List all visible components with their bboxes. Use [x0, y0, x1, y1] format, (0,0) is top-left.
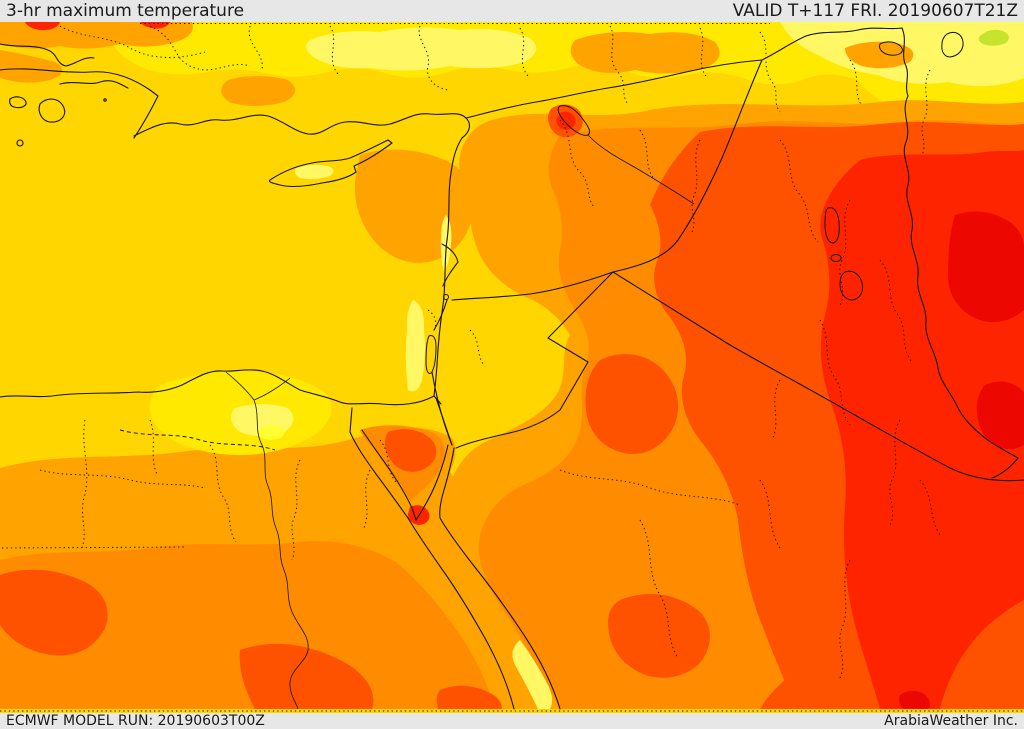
- border-syria-iraq: [612, 59, 763, 273]
- region-egypt-sw-hot: [0, 569, 108, 656]
- admin-saudi-3: [759, 479, 781, 549]
- region-central-turkey-orange: [570, 32, 720, 74]
- admin-egypt-6: [363, 469, 371, 529]
- coast-red-sea-west: [407, 517, 515, 710]
- map-title: 3-hr maximum temperature: [6, 1, 245, 21]
- border-kuwait: [991, 457, 1019, 479]
- region-deep-red-1: [948, 211, 1024, 323]
- border-jordan-river-arava: [431, 299, 453, 446]
- admin-saudi-2: [639, 519, 679, 659]
- region-ne-sinai-hot: [384, 429, 437, 472]
- admin-syria-3: [691, 139, 701, 233]
- region-marmara-orange: [221, 76, 296, 106]
- region-deep-red-3: [899, 690, 930, 709]
- region-red-sea-south-hot: [436, 685, 502, 709]
- temperature-fill-regions: [0, 22, 1024, 713]
- border-jordan-saudi-zigzag: [455, 271, 614, 449]
- region-deep-red-2: [976, 381, 1024, 450]
- region-greenish-spot: [978, 29, 1009, 46]
- coast-mediterranean-main: [0, 113, 471, 406]
- admin-turkey-11: [921, 69, 931, 156]
- admin-turkey-1: [149, 25, 251, 71]
- admin-turkey-4: [418, 25, 449, 91]
- border-jordan-syria: [451, 271, 614, 301]
- admin-turkey-5: [519, 27, 529, 77]
- brand-label: ArabiaWeather Inc.: [884, 713, 1018, 729]
- admin-turkey-3: [329, 25, 339, 75]
- lake-habbaniyah: [830, 254, 842, 262]
- coastlines: [0, 68, 561, 710]
- region-delta-bright-spot: [257, 425, 285, 440]
- border-iraq-saudi: [612, 271, 1024, 482]
- border-lebanon: [441, 243, 459, 287]
- header-bar: 3-hr maximum temperature VALID T+117 FRI…: [0, 0, 1024, 22]
- island-small-1: [9, 96, 27, 109]
- region-israel-coast-pale: [405, 300, 426, 392]
- country-borders: [0, 27, 1024, 482]
- island-cyprus: [268, 139, 393, 188]
- river-nile: [253, 399, 309, 710]
- valid-time-label: VALID T+117 FRI. 20190607T21Z: [732, 1, 1018, 21]
- border-iraq-iran: [903, 95, 1019, 459]
- region-cyprus-pale: [294, 164, 334, 180]
- coast-marmara-north-shore: [59, 80, 129, 89]
- admin-egypt-dashed: [119, 429, 276, 451]
- river-nile-branch-east: [253, 377, 291, 401]
- rivers: [225, 134, 695, 710]
- island-lesbos: [38, 98, 66, 123]
- model-run-label: ECMWF MODEL RUN: 20190603T00Z: [6, 713, 265, 729]
- footer-bar: ECMWF MODEL RUN: 20190603T00Z ArabiaWeat…: [0, 713, 1024, 729]
- lake-razzaza: [839, 270, 863, 301]
- temperature-map: [0, 22, 1024, 713]
- admin-egypt-3: [149, 419, 159, 477]
- admin-saudi-5: [919, 479, 941, 536]
- region-egypt-south-hot: [239, 643, 374, 709]
- region-east-turkey-orange: [845, 41, 914, 69]
- admin-syria-2: [639, 129, 656, 181]
- region-saudi-hot-1: [608, 593, 710, 678]
- coast-sinai-east: [415, 444, 449, 521]
- lake-urmia: [941, 31, 964, 58]
- admin-turkey-6: [609, 25, 629, 105]
- river-nile-branch-west: [225, 371, 255, 401]
- admin-iraq-4: [819, 319, 851, 426]
- border-turkey-iran: [901, 27, 909, 97]
- admin-iraq-6: [771, 379, 781, 441]
- admin-sinai: [379, 439, 397, 483]
- coast-gulf-of-aqaba-east: [439, 447, 561, 710]
- region-jordan-east-hot: [585, 353, 679, 454]
- island-dot: [103, 98, 107, 102]
- coast-marmara: [0, 68, 159, 139]
- lake-van: [879, 41, 903, 56]
- lake-tharthar: [824, 207, 840, 244]
- map-canvas: [0, 22, 1024, 713]
- admin-iraq-3: [879, 259, 913, 363]
- region-anatolia-yellow: [100, 22, 1024, 207]
- river-euphrates-syria: [587, 134, 695, 205]
- lake-galilee: [443, 294, 449, 300]
- region-saudi-red-spot: [948, 545, 991, 582]
- admin-boundaries: [0, 23, 1024, 712]
- region-aegean-orange: [0, 50, 63, 83]
- region-red-sea-east-coast-pale: [512, 640, 553, 709]
- coast-gulf-of-suez-west: [349, 407, 409, 519]
- island-small-2: [16, 139, 24, 147]
- region-pale-central-turkey: [306, 27, 537, 71]
- region-south-egypt-dark-orange: [0, 541, 495, 709]
- admin-iraq-5: [889, 419, 901, 526]
- admin-turkey-10: [849, 59, 863, 107]
- admin-jordan: [469, 329, 486, 367]
- border-turkey-caucasus: [805, 27, 903, 37]
- admin-turkey-7: [699, 27, 707, 77]
- admin-syria-1: [559, 119, 596, 209]
- border-thrace-nw: [0, 43, 95, 67]
- region-top-edge-red-1: [25, 22, 60, 31]
- admin-west-bank: [427, 309, 437, 333]
- admin-iraq-2: [839, 199, 851, 306]
